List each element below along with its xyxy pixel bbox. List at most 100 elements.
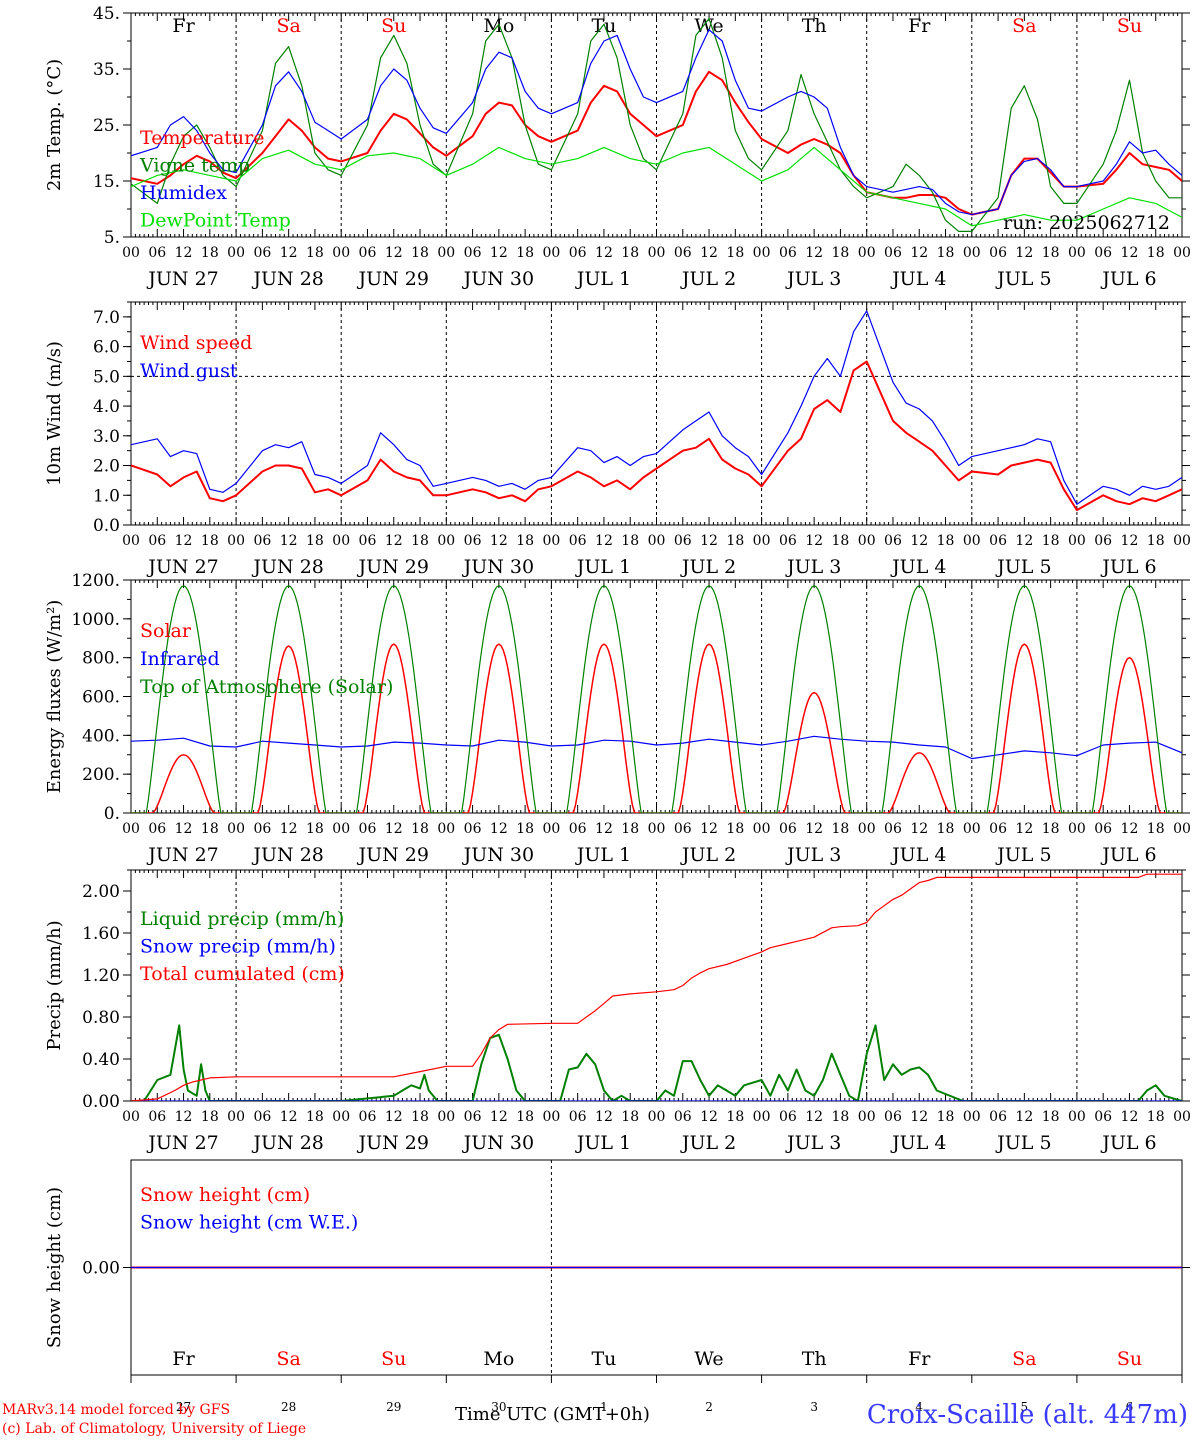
date-label: JUL 1: [575, 1132, 631, 1154]
series-vigne-temp: [131, 18, 1182, 232]
hour-tick-label: 18: [411, 245, 429, 261]
series-group: [131, 18, 1182, 232]
y-tick-label: 1.60: [82, 924, 120, 944]
hour-tick-label: 12: [280, 821, 298, 837]
weekday-label: Fr: [172, 1348, 195, 1370]
date-label: JUN 29: [357, 268, 429, 290]
series-temperature: [131, 70, 1182, 216]
y-tick-label: 3.0: [93, 427, 120, 447]
hour-tick-label: 12: [910, 245, 928, 261]
series-humidex: [131, 29, 1182, 216]
hour-tick-label: 18: [621, 245, 639, 261]
hour-tick-label: 00: [963, 1109, 981, 1125]
hour-tick-label: 12: [175, 821, 193, 837]
y-tick-label: 15.: [93, 172, 120, 192]
series-top-of-atmosphere-solar: [131, 585, 1182, 813]
hour-tick-label: 06: [884, 245, 902, 261]
hour-tick-label: 06: [253, 1109, 271, 1125]
hour-tick-label: 12: [175, 533, 193, 549]
hour-tick-label: 18: [1147, 821, 1165, 837]
hour-tick-label: 00: [648, 1109, 666, 1125]
hour-tick-label: 18: [726, 1109, 744, 1125]
hour-tick-label: 18: [516, 821, 534, 837]
hour-tick-label: 06: [989, 245, 1007, 261]
hour-tick-label: 00: [648, 245, 666, 261]
copyright-credit: (c) Lab. of Climatology, University of L…: [2, 1421, 307, 1437]
hour-tick-label: 12: [805, 245, 823, 261]
hour-tick-label: 12: [1121, 1109, 1139, 1125]
hour-tick-label: 06: [674, 245, 692, 261]
hour-tick-label: 06: [253, 245, 271, 261]
weekday-label: We: [694, 15, 723, 37]
series-dewpoint-temp: [131, 146, 1182, 227]
y-tick-label: 800.: [82, 649, 120, 669]
hour-tick-label: 06: [359, 533, 377, 549]
hour-tick-label: 18: [411, 821, 429, 837]
hour-tick-label: 06: [359, 245, 377, 261]
hour-tick-label: 18: [1042, 821, 1060, 837]
hour-tick-label: 18: [832, 1109, 850, 1125]
date-label: JUN 28: [251, 556, 323, 578]
weekday-label: Tu: [591, 1348, 616, 1370]
hour-tick-label: 12: [1121, 821, 1139, 837]
station-name: Croix-Scaille (alt. 447m): [866, 1400, 1188, 1430]
y-tick-label: 0.00: [82, 1092, 120, 1112]
y-tick-label: 400.: [82, 726, 120, 746]
hour-tick-label: 12: [385, 821, 403, 837]
hour-tick-label: 00: [332, 245, 350, 261]
hour-tick-label: 18: [726, 245, 744, 261]
hour-tick-label: 18: [306, 821, 324, 837]
weekday-label: Su: [381, 15, 406, 37]
hour-tick-label: 00: [122, 245, 140, 261]
hour-tick-label: 06: [569, 821, 587, 837]
hour-tick-label: 06: [569, 533, 587, 549]
hour-tick-label: 18: [201, 1109, 219, 1125]
date-label: JUL 3: [785, 1132, 841, 1154]
hour-tick-label: 00: [753, 533, 771, 549]
date-label: JUN 29: [357, 556, 429, 578]
hour-tick-label: 12: [595, 821, 613, 837]
y-tick-label: 35.: [93, 60, 120, 80]
day-number-label: 29: [386, 1400, 401, 1414]
hour-tick-label: 18: [1147, 245, 1165, 261]
date-label: JUL 5: [995, 1132, 1051, 1154]
date-label: JUN 30: [462, 1132, 534, 1154]
hour-tick-label: 00: [122, 533, 140, 549]
date-label: JUN 30: [462, 844, 534, 866]
y-axis-label: 10m Wind (m/s): [44, 341, 65, 486]
date-label: JUL 4: [890, 268, 946, 290]
hour-tick-label: 12: [595, 245, 613, 261]
hour-tick-label: 00: [332, 821, 350, 837]
hour-tick-label: 12: [490, 821, 508, 837]
date-label: JUL 4: [890, 556, 946, 578]
hour-tick-label: 00: [542, 821, 560, 837]
date-label: JUL 6: [1100, 268, 1156, 290]
date-label: JUN 27: [146, 1132, 218, 1154]
hour-tick-label: 06: [253, 533, 271, 549]
hour-tick-label: 18: [937, 245, 955, 261]
y-axis-label: Energy fluxes (W/m²): [44, 600, 65, 794]
day-number-label: 6: [1126, 1400, 1134, 1414]
y-tick-label: 1.0: [93, 486, 120, 506]
y-axis-label: Precip (mm/h): [44, 920, 65, 1050]
date-label: JUL 6: [1100, 556, 1156, 578]
hour-tick-label: 00: [648, 821, 666, 837]
hour-tick-label: 12: [1121, 245, 1139, 261]
hour-tick-label: 18: [726, 821, 744, 837]
hour-tick-label: 00: [1068, 245, 1086, 261]
hour-tick-label: 12: [805, 533, 823, 549]
hour-tick-label: 00: [437, 821, 455, 837]
day-number-label: 5: [1021, 1400, 1029, 1414]
hour-tick-label: 00: [858, 821, 876, 837]
y-tick-label: 5.: [104, 228, 120, 248]
hour-tick-label: 12: [700, 821, 718, 837]
date-label: JUN 27: [146, 268, 218, 290]
hour-tick-label: 06: [359, 1109, 377, 1125]
weekday-label: Su: [1117, 1348, 1142, 1370]
y-tick-label: 6.0: [93, 338, 120, 358]
date-label: JUL 5: [995, 268, 1051, 290]
hour-tick-label: 12: [595, 533, 613, 549]
series-group: [131, 873, 1182, 1101]
date-label: JUL 3: [785, 268, 841, 290]
